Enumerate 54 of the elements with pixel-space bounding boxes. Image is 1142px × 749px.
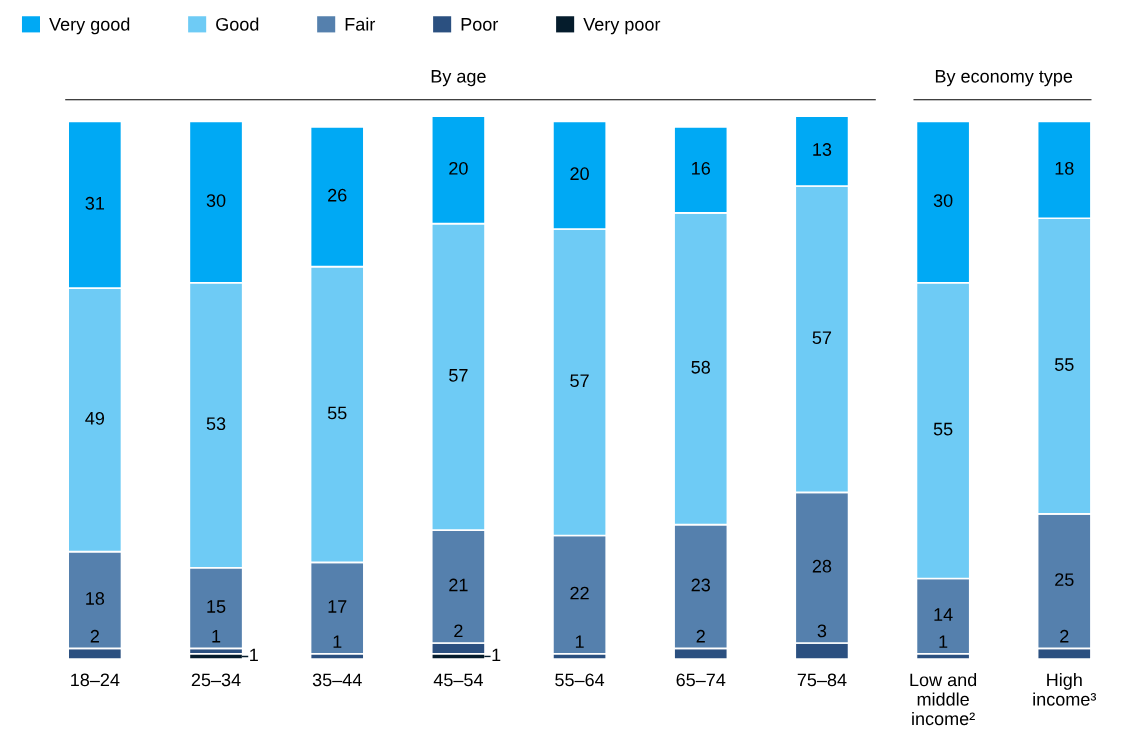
data-label: 25 [1055, 573, 1074, 587]
data-label: 1 [492, 648, 501, 662]
data-label: 55 [1054, 358, 1074, 371]
data-label: 28 [812, 559, 832, 573]
x-tick-label: 25–34 [191, 673, 241, 687]
data-label: 57 [449, 369, 468, 382]
legend-label: Good [216, 17, 259, 31]
x-tick-label: 45–54 [433, 673, 483, 687]
x-tick-label: High income³ [1033, 673, 1097, 706]
text: By age [431, 70, 486, 87]
data-label: 1 [939, 635, 948, 648]
x-tick-label: 75–84 [797, 673, 847, 687]
data-label: 2 [696, 629, 705, 643]
data-label: 1 [250, 648, 258, 662]
data-label: 1 [333, 635, 342, 648]
legend-label: Very good [49, 17, 130, 35]
data-label: 2 [90, 629, 99, 643]
data-label: 18 [86, 592, 105, 605]
x-tick-label: 35–44 [312, 673, 362, 687]
data-label: 22 [570, 586, 589, 600]
data-label: 57 [812, 331, 832, 345]
data-label: 16 [692, 161, 710, 175]
data-label: 1 [575, 635, 584, 648]
data-label: 15 [207, 600, 226, 613]
data-label: 1 [212, 630, 221, 643]
data-label: 26 [328, 188, 347, 202]
data-label: 55 [327, 406, 347, 420]
data-label: 30 [206, 194, 226, 207]
legend-label: Fair [345, 17, 376, 31]
legend-label: Poor [461, 18, 499, 31]
data-label: 23 [691, 578, 710, 592]
x-tick-label: 55–64 [555, 673, 605, 687]
data-label: 14 [934, 608, 953, 621]
data-label: 21 [449, 578, 468, 592]
data-label: 20 [570, 167, 589, 181]
data-label: 18 [1055, 161, 1074, 175]
data-label: 49 [85, 411, 105, 425]
data-label: 2 [1060, 629, 1069, 643]
data-label: 2 [454, 624, 463, 638]
legend-label: Very poor [583, 18, 661, 35]
data-label: 3 [817, 624, 827, 638]
x-tick-label: 65–74 [676, 673, 726, 687]
data-label: 53 [206, 417, 226, 431]
text: By economy type [935, 70, 1073, 87]
data-label: 58 [691, 360, 710, 374]
data-label: 55 [933, 422, 953, 436]
data-label: 30 [933, 194, 953, 207]
data-label: 17 [328, 600, 347, 613]
data-label: 13 [813, 143, 832, 156]
x-tick-label: 18–24 [71, 673, 120, 687]
data-label: 57 [570, 374, 589, 388]
data-label: 31 [85, 196, 105, 210]
x-tick-label: Low and middle income² [910, 673, 977, 726]
data-label: 20 [449, 161, 468, 175]
